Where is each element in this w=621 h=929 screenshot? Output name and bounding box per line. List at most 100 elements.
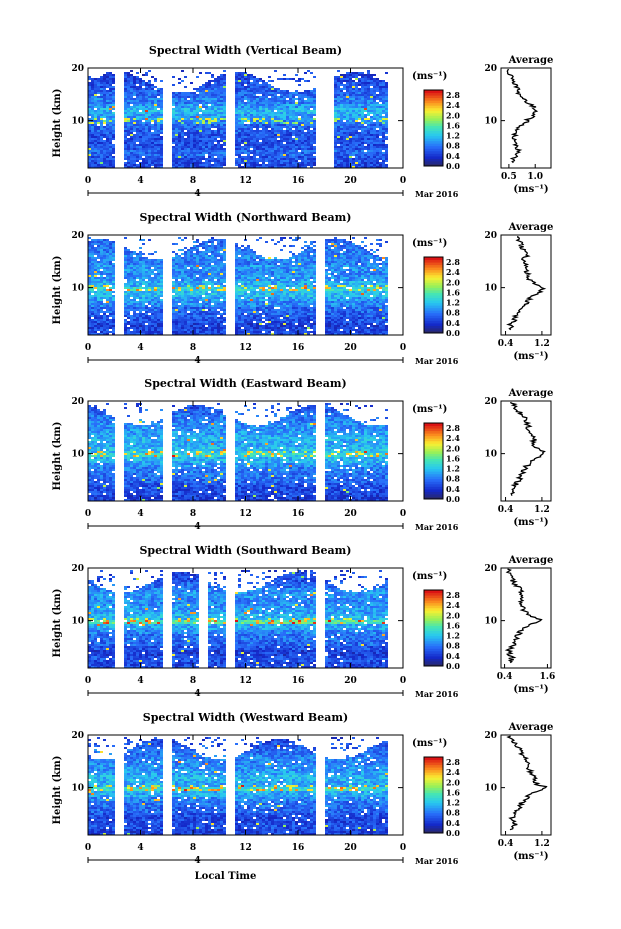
heatmap-cell [136,323,139,325]
heatmap-cell [349,104,352,106]
heatmap-cell [244,78,247,80]
heatmap-cell [340,116,343,118]
heatmap-cell [142,301,145,303]
heatmap-cell [148,321,151,323]
heatmap-cell [160,118,163,120]
heatmap-cell [151,301,154,303]
heatmap-cell [94,291,97,293]
heatmap-cell [154,128,157,130]
heatmap-cell [235,134,238,136]
heatmap-cell [352,166,355,168]
heatmap-cell [301,120,304,122]
heatmap-cell [178,301,181,303]
heatmap-cell [253,102,256,104]
heatmap-cell [151,144,154,146]
heatmap-cell [223,134,226,136]
heatmap-cell [334,124,337,126]
heatmap-cell [250,136,253,138]
heatmap-cell [280,122,283,124]
heatmap-cell [91,144,94,146]
heatmap-cell [190,112,193,114]
heatmap-cell [103,305,106,307]
colorbar-swatch [424,133,443,137]
heatmap-cell [253,142,256,144]
heatmap-cell [193,158,196,160]
heatmap-cell [364,140,367,142]
heatmap-cell [379,126,382,128]
heatmap-cell [109,281,112,283]
heatmap-cell [250,152,253,154]
heatmap-cell [133,140,136,142]
heatmap-cell [271,166,274,168]
heatmap-cell [184,144,187,146]
heatmap-cell [310,94,313,96]
heatmap-cell [292,134,295,136]
heatmap-cell [190,98,193,100]
heatmap-cell [91,333,94,335]
heatmap-cell [265,120,268,122]
heatmap-cell [157,311,160,313]
heatmap-cell [88,311,91,313]
heatmap-cell [193,136,196,138]
heatmap-cell [349,88,352,90]
heatmap-cell [94,299,97,301]
heatmap-cell [220,86,223,88]
heatmap-cell [202,162,205,164]
heatmap-cell [313,110,316,112]
heatmap-cell [262,104,265,106]
heatmap-cell [109,243,112,245]
heatmap-cell [94,247,97,249]
heatmap-cell [139,327,142,329]
heatmap-cell [223,160,226,162]
heatmap-cell [130,281,133,283]
heatmap-cell [379,96,382,98]
heatmap-cell [208,120,211,122]
heatmap-cell [184,114,187,116]
heatmap-cell [100,261,103,263]
heatmap-cell [343,138,346,140]
heatmap-cell [253,130,256,132]
heatmap-cell [343,162,346,164]
heatmap-cell [220,124,223,126]
heatmap-cell [109,132,112,134]
heatmap-cell [289,114,292,116]
heatmap-cell [358,140,361,142]
heatmap-cell [124,112,127,114]
heatmap-cell [184,76,187,78]
heatmap-cell [298,162,301,164]
heatmap-cell [334,164,337,166]
heatmap-cell [97,128,100,130]
heatmap-cell [97,309,100,311]
heatmap-cell [259,114,262,116]
heatmap-cell [145,102,148,104]
heatmap-cell [94,265,97,267]
heatmap-cell [259,104,262,106]
heatmap-cell [106,80,109,82]
heatmap-cell [139,124,142,126]
heatmap-cell [337,124,340,126]
heatmap-cell [247,166,250,168]
heatmap-cell [256,80,259,82]
heatmap-cell [355,160,358,162]
heatmap-cell [349,108,352,110]
heatmap-cell [334,100,337,102]
heatmap-cell [337,82,340,84]
heatmap-cell [301,108,304,110]
heatmap-cell [292,144,295,146]
heatmap-cell [220,138,223,140]
x-tick-label: 8 [190,176,196,186]
heatmap-cell [187,150,190,152]
heatmap-cell [145,144,148,146]
heatmap-cell [112,158,115,160]
heatmap-cell [136,329,139,331]
heatmap-cell [373,118,376,120]
heatmap-cell [208,146,211,148]
heatmap-cell [355,94,358,96]
heatmap-cell [247,74,250,76]
heatmap-cell [154,319,157,321]
heatmap-cell [373,134,376,136]
heatmap-cell [313,108,316,110]
heatmap-cell [250,126,253,128]
heatmap-cell [127,132,130,134]
heatmap-cell [334,126,337,128]
